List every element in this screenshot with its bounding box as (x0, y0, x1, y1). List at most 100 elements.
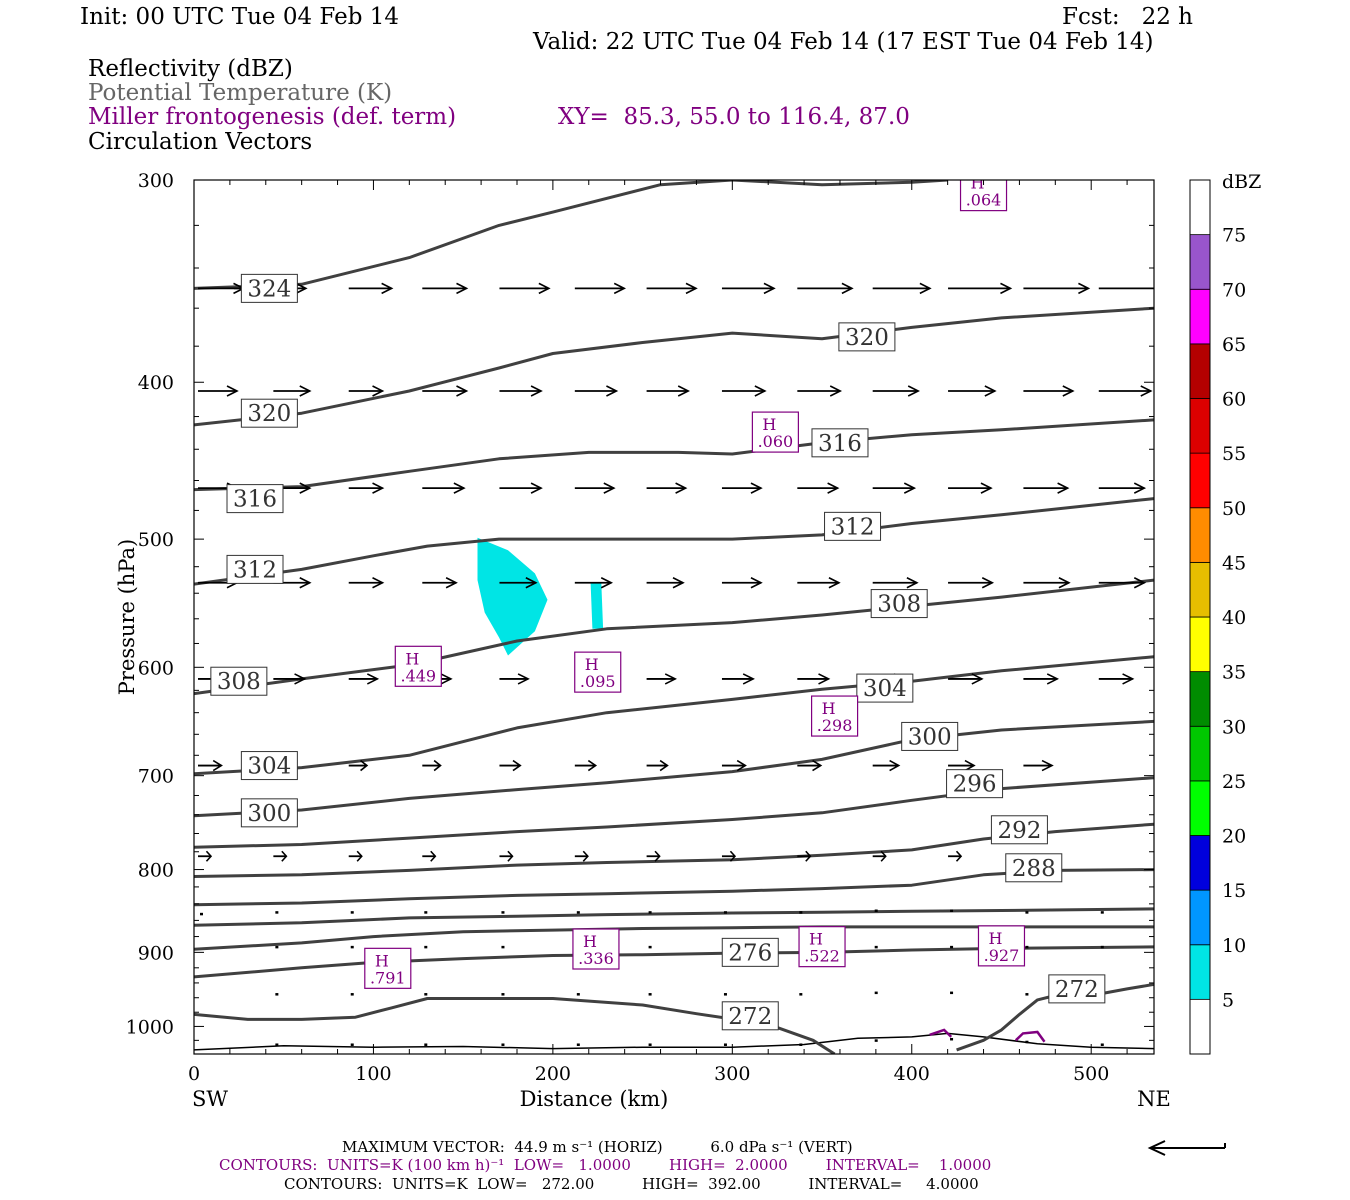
theta-label: 276 (721, 937, 779, 967)
circulation-vector (797, 577, 841, 589)
vector-dot (874, 945, 878, 949)
circulation-vector (1023, 282, 1091, 295)
y-axis-title: Pressure (hPa) (115, 539, 139, 695)
circulation-vector (574, 385, 619, 397)
circulation-vector (574, 577, 614, 589)
colorbar-label: 10 (1222, 935, 1246, 957)
colorbar-segment (1189, 452, 1211, 509)
frontogenesis-box (394, 645, 442, 687)
circulation-vector (872, 850, 887, 862)
circulation-vector (348, 577, 385, 589)
vector-head (981, 577, 995, 589)
vector-head (672, 577, 685, 589)
vector-head (964, 759, 976, 772)
circulation-vector (721, 850, 737, 862)
frontogenesis-value: .449 (400, 666, 436, 685)
circulation-vector (348, 482, 385, 494)
vector-head (1041, 759, 1054, 772)
colorbar-label: 40 (1222, 607, 1246, 629)
frontogenesis-max: H.449 (394, 645, 442, 687)
y-tick-label: 1000 (126, 1016, 174, 1038)
vector-head (955, 850, 963, 862)
colorbar-segment (1189, 725, 1211, 782)
frontogenesis-max: H.336 (572, 928, 620, 970)
theta-label-text: 300 (247, 801, 291, 827)
vector-head (1122, 673, 1135, 685)
circulation-vector (422, 282, 469, 295)
vector-head (538, 282, 551, 295)
circulation-vector (646, 673, 677, 685)
colorbar-label: 75 (1222, 225, 1246, 247)
frontogenesis-max: H.791 (364, 947, 412, 989)
circulation-vector (797, 282, 854, 295)
circulation-vector (872, 385, 920, 397)
vector-dot (501, 1043, 505, 1046)
vector-dot (874, 909, 878, 913)
colorbar-label: 15 (1222, 880, 1246, 902)
vector-head (827, 482, 840, 494)
frontogenesis-max: H.060 (751, 411, 799, 453)
vector-head (919, 282, 932, 295)
circulation-vector (499, 282, 551, 295)
reflectivity-area-0 (477, 537, 548, 656)
miller-contour-0 (929, 1028, 953, 1038)
circulation-vector (499, 385, 543, 397)
theta-label-box (1005, 853, 1063, 883)
theta-label: 316 (811, 428, 869, 458)
vector-head (299, 577, 312, 589)
colorbar-label: 35 (1222, 662, 1246, 684)
vector-dot (424, 911, 428, 914)
theta-label-box (901, 721, 959, 751)
vector-head (750, 577, 763, 589)
circulation-vector (422, 482, 466, 494)
vector-head (1140, 385, 1153, 397)
theta-label-text: 304 (247, 754, 291, 780)
frontogenesis-max: H.298 (810, 695, 859, 737)
theta-contour-280-11 (194, 925, 1154, 951)
vector-head (587, 759, 598, 772)
frontogenesis-max: H.927 (977, 925, 1026, 967)
circulation-vector (948, 577, 995, 589)
vector-head (582, 850, 589, 862)
vector-head (440, 673, 453, 685)
vector-head (295, 282, 308, 295)
vector-dot (1025, 911, 1029, 914)
vector-head (677, 385, 690, 397)
plot-frame (193, 179, 1155, 1055)
vector-head (1058, 577, 1071, 589)
circulation-vector (198, 759, 223, 772)
circulation-vector (948, 759, 976, 772)
vector-dot (275, 993, 279, 996)
vector-head (205, 850, 213, 862)
vector-dot (275, 945, 279, 949)
vector-head (226, 385, 239, 397)
theta-label-box (240, 751, 298, 781)
colorbar-segment (1189, 507, 1211, 563)
vector-head (654, 850, 661, 862)
vector-head (750, 482, 763, 494)
vector-head (281, 850, 288, 862)
vector-head (372, 482, 385, 494)
circulation-vector (721, 282, 776, 295)
frontogenesis-value: .064 (966, 191, 1002, 210)
miller-contour-1 (1014, 1030, 1046, 1043)
vector-head (906, 577, 919, 589)
circulation-vector (574, 850, 589, 862)
colorbar-segment (1189, 561, 1211, 618)
circulation-vector (499, 673, 530, 685)
circulation-vector (348, 673, 380, 685)
vector-dot (950, 909, 954, 913)
vector-head (372, 577, 385, 589)
vector-dot (200, 912, 203, 916)
frontogenesis-h-label: H (822, 699, 836, 718)
colorbar-segment (1189, 889, 1211, 946)
circulation-vector (1023, 673, 1060, 685)
circulation-vector (721, 673, 755, 685)
max-vector-text: MAXIMUM VECTOR: 44.9 m s⁻¹ (HORIZ) 6.0 d… (342, 1138, 853, 1156)
vector-dot (424, 993, 428, 996)
vector-head (880, 850, 887, 862)
circulation-vector (646, 577, 685, 589)
theta-label-box (824, 511, 882, 541)
circulation-vector (797, 759, 823, 772)
